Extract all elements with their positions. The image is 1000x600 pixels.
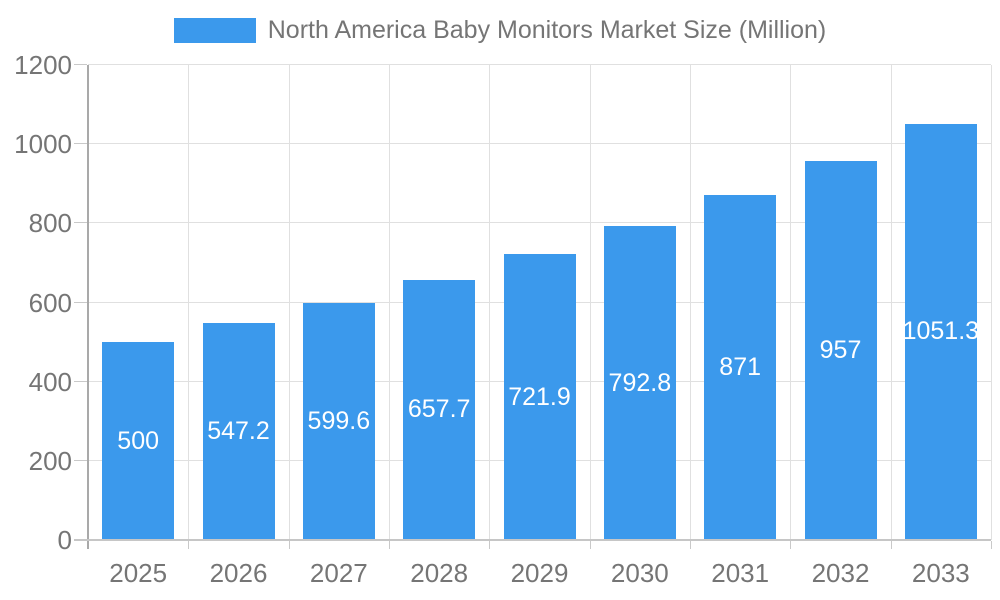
bar: 657.7 xyxy=(403,279,476,540)
x-axis-tick xyxy=(589,541,591,549)
gridline-vertical xyxy=(389,65,390,540)
y-axis-tick xyxy=(74,64,87,65)
bar-value-label: 547.2 xyxy=(207,417,270,446)
x-axis-tick xyxy=(790,541,792,549)
legend-swatch xyxy=(173,18,256,43)
x-axis-tick xyxy=(188,541,190,549)
x-axis-tick-label: 2031 xyxy=(711,558,770,588)
x-axis-tick-label: 2028 xyxy=(410,558,469,588)
gridline-vertical xyxy=(288,65,290,540)
gridline-vertical xyxy=(790,65,792,540)
bar-value-label: 657.7 xyxy=(407,395,471,424)
y-axis-tick-label: 1200 xyxy=(14,50,72,80)
bar: 1051.3 xyxy=(902,123,980,540)
bar-value-label: 871 xyxy=(719,353,762,382)
y-axis-tick xyxy=(74,380,87,382)
x-axis-tick xyxy=(890,541,892,549)
y-axis-line xyxy=(87,65,89,549)
gridline-vertical xyxy=(690,65,691,540)
gridline-vertical xyxy=(991,65,992,540)
bar-value-label: 957 xyxy=(819,336,862,365)
bar-value-label: 721.9 xyxy=(508,382,571,411)
y-axis-tick-label: 400 xyxy=(28,366,72,397)
legend-label: North America Baby Monitors Market Size … xyxy=(267,16,827,44)
y-axis-tick xyxy=(74,143,87,145)
x-axis-tick-label: 2032 xyxy=(811,558,870,588)
bar-value-label: 792.8 xyxy=(608,368,672,397)
bar: 871 xyxy=(704,195,777,540)
y-axis-tick xyxy=(74,459,87,461)
x-axis-tick-label: 2025 xyxy=(109,558,168,588)
x-axis-tick xyxy=(690,541,691,549)
bar-value-label: 1051.3 xyxy=(902,317,980,346)
x-axis-tick-label: 2029 xyxy=(510,558,569,588)
bar: 792.8 xyxy=(603,226,676,540)
bar: 957 xyxy=(804,161,877,540)
bar: 721.9 xyxy=(503,254,576,540)
x-axis-tick xyxy=(389,541,390,549)
bar: 500 xyxy=(102,342,175,540)
y-axis-tick-label: 200 xyxy=(28,445,72,476)
legend[interactable]: North America Baby Monitors Market Size … xyxy=(0,16,1000,45)
bar: 599.6 xyxy=(302,302,375,540)
y-axis-tick-label: 1000 xyxy=(14,129,72,160)
gridline-vertical xyxy=(188,65,190,540)
x-axis-tick-label: 2027 xyxy=(309,558,368,588)
x-axis-tick xyxy=(991,541,992,549)
x-axis-tick xyxy=(489,541,491,549)
gridline-horizontal xyxy=(88,64,991,65)
bar-value-label: 599.6 xyxy=(307,406,371,435)
bar: 547.2 xyxy=(202,323,275,540)
gridline-horizontal xyxy=(88,222,991,224)
x-axis-tick-label: 2033 xyxy=(911,558,970,588)
x-axis-tick-label: 2030 xyxy=(610,558,669,588)
y-axis-tick-label: 0 xyxy=(57,525,72,555)
y-axis-tick-label: 800 xyxy=(28,208,72,239)
gridline-vertical xyxy=(489,65,491,540)
gridline-vertical xyxy=(589,65,591,540)
gridline-horizontal xyxy=(88,143,991,145)
gridline-vertical xyxy=(890,65,892,540)
x-axis-tick-label: 2026 xyxy=(209,558,268,588)
y-axis-tick xyxy=(74,222,87,224)
bar-value-label: 500 xyxy=(117,426,160,455)
y-axis-tick-label: 600 xyxy=(28,287,72,318)
y-axis-tick xyxy=(74,301,87,303)
x-axis-tick xyxy=(288,541,290,549)
x-axis-line xyxy=(74,539,991,541)
